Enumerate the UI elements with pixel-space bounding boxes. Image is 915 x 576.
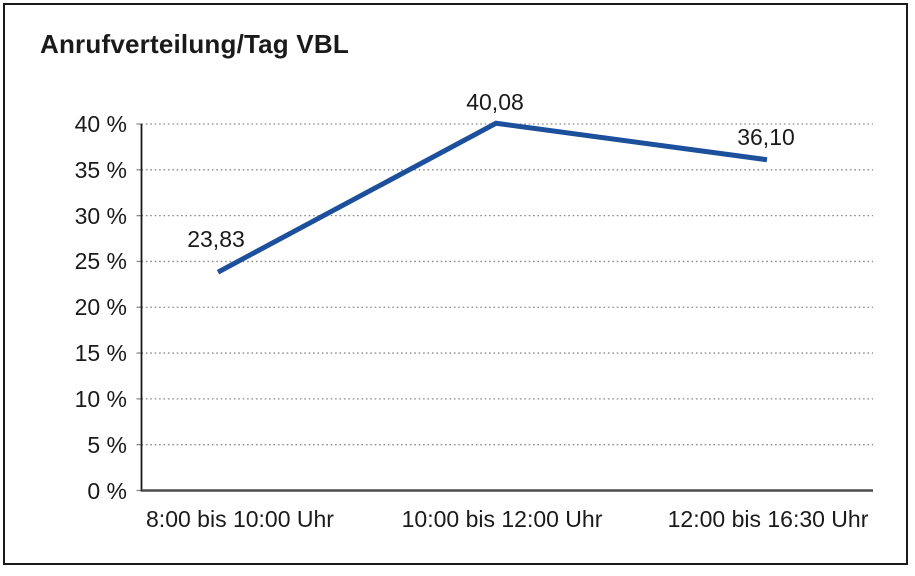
data-label: 40,08: [466, 89, 524, 116]
y-tick-label: 35 %: [74, 156, 127, 183]
y-tick-label: 0 %: [87, 477, 127, 504]
y-tick-label: 5 %: [87, 431, 127, 458]
chart-border: [3, 3, 908, 565]
y-tick-label: 10 %: [74, 385, 127, 412]
x-category-label: 10:00 bis 12:00 Uhr: [401, 506, 603, 532]
data-label: 36,10: [737, 123, 795, 150]
y-tick-label: 25 %: [74, 248, 127, 275]
y-tick-label: 20 %: [74, 294, 127, 321]
chart-title: Anrufverteilung/Tag VBL: [40, 29, 349, 59]
y-tick-label: 30 %: [74, 202, 127, 229]
data-label: 23,83: [187, 226, 245, 253]
x-category-label: 12:00 bis 16:30 Uhr: [667, 506, 869, 532]
y-tick-label: 15 %: [74, 340, 127, 367]
series-line: [216, 120, 768, 275]
x-category-label: 8:00 bis 10:00 Uhr: [146, 506, 334, 532]
y-tick-label: 40 %: [74, 111, 127, 137]
